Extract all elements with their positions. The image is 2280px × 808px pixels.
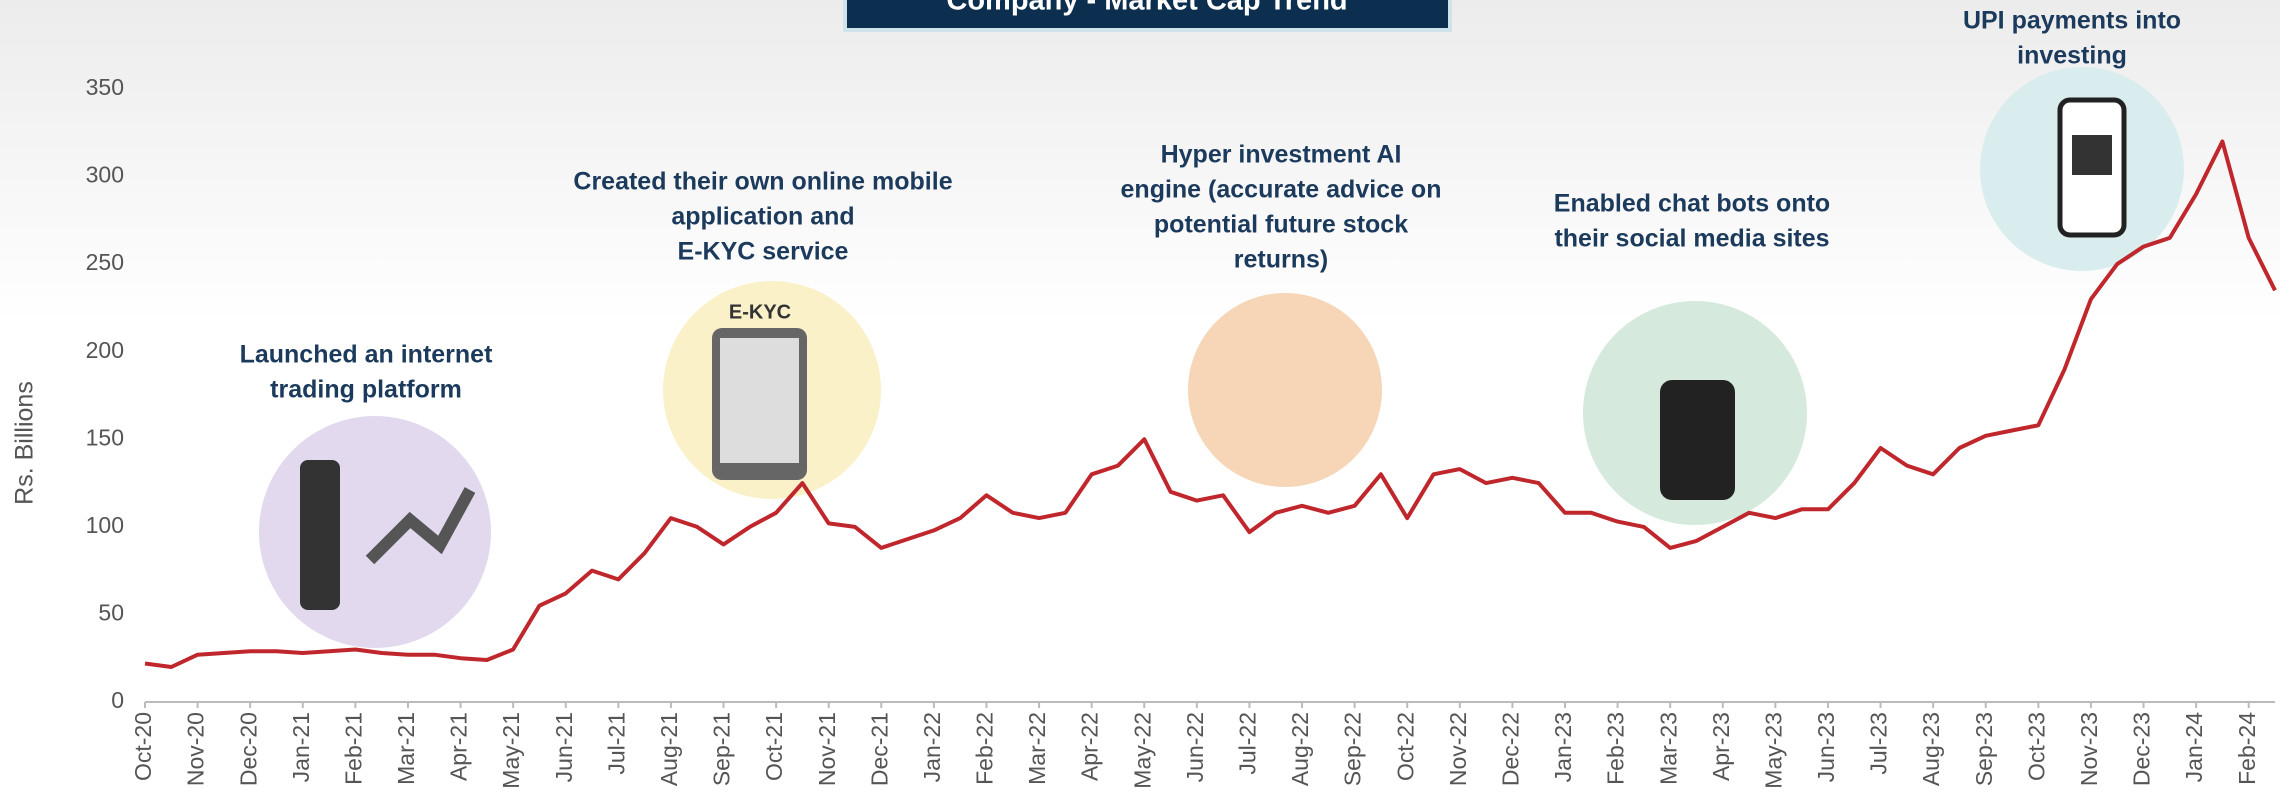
x-tick-label: Mar-23 (1655, 712, 1681, 785)
annotation: Launched an internet (240, 341, 493, 369)
annotation: Hyper investment AI (1161, 141, 1402, 169)
x-tick-label: Oct-23 (2023, 712, 2049, 781)
x-tick-label: Dec-23 (2129, 712, 2155, 786)
x-tick-label: Apr-21 (446, 712, 472, 781)
x-tick-label: Dec-21 (866, 712, 892, 786)
icon-qr (2072, 135, 2112, 175)
x-tick-label: Feb-21 (340, 712, 366, 785)
annotation: E-KYC service (678, 238, 849, 266)
x-tick-label: Jan-21 (288, 712, 314, 782)
y-tick-label: 100 (86, 512, 124, 538)
badge: E-KYC (729, 301, 791, 323)
annotation: Enabled chat bots onto (1554, 190, 1830, 218)
x-tick-label: Aug-23 (1918, 712, 1944, 786)
annotation: Created their own online mobile (573, 168, 952, 196)
x-tick-label: Aug-21 (656, 712, 682, 786)
x-tick-label: Dec-20 (235, 712, 261, 786)
icon-arrow (365, 487, 476, 565)
x-tick-label: May-23 (1760, 712, 1786, 789)
x-tick-label: Feb-24 (2234, 712, 2260, 785)
x-tick-label: Nov-22 (1445, 712, 1471, 786)
x-tick-label: Jan-23 (1550, 712, 1576, 782)
annotation: engine (accurate advice on (1121, 176, 1442, 204)
x-tick-label: Sep-21 (709, 712, 735, 786)
decor (259, 67, 2184, 648)
line (144, 139, 2277, 669)
icon-circle (1188, 293, 1382, 487)
y-tick-label: 50 (98, 600, 124, 626)
x-tick-label: Nov-21 (814, 712, 840, 786)
y-tick-label: 250 (86, 249, 124, 275)
icon-screen (720, 338, 799, 463)
y-tick-label: 300 (86, 162, 124, 188)
x-tick-label: Sep-22 (1340, 712, 1366, 786)
x-tick-label: Mar-22 (1024, 712, 1050, 785)
icon-person (300, 460, 340, 610)
y-tick-label: 150 (86, 424, 124, 450)
x-tick-label: Jun-23 (1813, 712, 1839, 782)
annotation: their social media sites (1554, 225, 1829, 253)
x-tick-label: May-21 (498, 712, 524, 789)
y-tick-label: 350 (86, 74, 124, 100)
icon-circle (259, 416, 491, 648)
x-tick-label: Sep-23 (1971, 712, 1997, 786)
x-tick-label: Oct-20 (130, 712, 156, 781)
x-tick-label: Nov-23 (2076, 712, 2102, 786)
y-tick-label: 0 (111, 687, 124, 713)
x-tick-label: Jan-24 (2181, 712, 2207, 783)
x-tick-label: Aug-22 (1287, 712, 1313, 786)
x-tick-label: May-22 (1129, 712, 1155, 789)
chart-title: Company - Market Cap Trend (946, 0, 1347, 17)
x-tick-label: Jul-22 (1235, 712, 1261, 775)
annotation: investing (2017, 42, 2127, 70)
annotation: application and (671, 203, 854, 231)
x-tick-label: Nov-20 (183, 712, 209, 786)
x-tick-label: Mar-21 (393, 712, 419, 785)
x-tick-label: Feb-22 (972, 712, 998, 785)
x-tick-label: Jul-23 (1866, 712, 1892, 775)
x-tick-label: Oct-21 (761, 712, 787, 781)
x-tick-label: Oct-22 (1392, 712, 1418, 781)
x-tick-label: Apr-22 (1077, 712, 1103, 781)
x-tick-label: Jan-22 (919, 712, 945, 782)
x-tick-label: Jun-21 (551, 712, 577, 782)
title-box (843, 0, 1452, 32)
annotation: trading platform (270, 376, 462, 404)
icon-phone (1660, 380, 1735, 500)
annotation: UPI payments into (1963, 7, 2181, 35)
y-axis-label: Rs. Billions (11, 381, 39, 505)
annotation: returns) (1234, 246, 1328, 274)
y-tick-label: 200 (86, 337, 124, 363)
x-tick-label: Feb-23 (1603, 712, 1629, 785)
x-tick-label: Jun-22 (1182, 712, 1208, 782)
x-tick-label: Jul-21 (603, 712, 629, 775)
x-tick-label: Dec-22 (1497, 712, 1523, 786)
x-tick-label: Apr-23 (1708, 712, 1734, 781)
annotation: potential future stock (1154, 211, 1408, 239)
